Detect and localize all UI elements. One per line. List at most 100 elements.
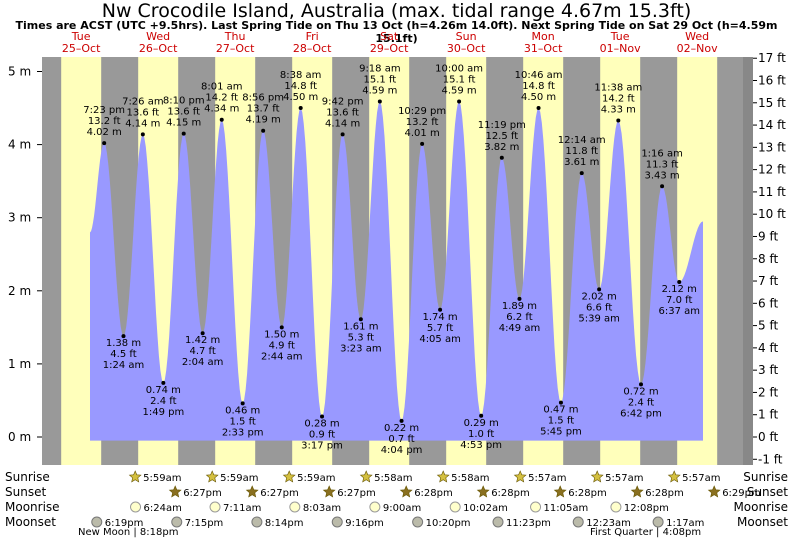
moonrise-time: 10:02am	[463, 503, 508, 514]
sunset-time: 6:28pm	[414, 488, 453, 499]
tide-point	[140, 132, 145, 137]
tide-point	[219, 117, 224, 122]
tide-point	[479, 413, 484, 418]
day-label-dow: Sat	[380, 30, 399, 43]
right-tick-label: 14 ft	[758, 118, 786, 132]
tide-label: 8:38 am	[280, 70, 322, 81]
right-tick-label: 4 ft	[758, 341, 778, 355]
tide-point	[499, 155, 504, 160]
sunrise-icon	[128, 470, 142, 483]
tide-label: 4.59 m	[362, 85, 397, 96]
day-label-date: 30–Oct	[447, 42, 486, 55]
sunset-icon	[553, 485, 567, 498]
tide-label: 3:23 am	[340, 343, 382, 354]
tide-point	[102, 141, 107, 146]
moonrise-icon	[289, 501, 301, 513]
tide-label: 11:19 pm	[478, 120, 526, 131]
tide-label: 0.7 ft	[388, 434, 414, 445]
tide-label: 9:42 pm	[322, 96, 364, 107]
tide-area	[90, 101, 703, 441]
tide-label: 4.7 ft	[189, 346, 215, 357]
tide-point	[660, 184, 665, 189]
tide-label: 4.01 m	[405, 128, 440, 139]
tide-label: 13.7 ft	[247, 104, 280, 115]
right-tick-label: 15 ft	[758, 96, 786, 110]
tide-label: 4.59 m	[441, 85, 476, 96]
tide-point	[261, 128, 266, 133]
tide-label: 10:29 pm	[398, 106, 446, 117]
chart-subtitle: Times are ACST (UTC +9.5hrs). Last Sprin…	[15, 19, 778, 45]
tide-point	[358, 317, 363, 322]
sunrise-icon	[667, 470, 681, 483]
moonrise-icon	[369, 501, 381, 513]
tide-label: 5:39 am	[578, 313, 620, 324]
day-label-dow: Fri	[306, 30, 319, 43]
tide-point	[579, 171, 584, 176]
tide-label: 10:46 am	[515, 70, 563, 81]
sunset-icon	[245, 485, 259, 498]
moonrise-time: 7:11am	[223, 503, 261, 514]
moonset-icon	[331, 516, 343, 528]
sunset-time: 6:29pm	[722, 488, 761, 499]
chart-title: Nw Crocodile Island, Australia (max. tid…	[101, 0, 692, 22]
moonrise-icon	[449, 501, 461, 513]
tide-label: 1:24 am	[103, 360, 145, 371]
tide-label: 0.47 m	[543, 405, 578, 416]
tide-point	[200, 331, 205, 336]
right-tick-label: 17 ft	[758, 51, 786, 65]
moon-phase-new: New Moon | 8:18pm	[78, 527, 178, 538]
tide-label: 9:18 am	[359, 63, 401, 74]
sunrise-icon	[513, 470, 527, 483]
tide-label: 4.9 ft	[269, 340, 295, 351]
day-label-date: 27–Oct	[216, 42, 255, 55]
day-label-dow: Tue	[71, 30, 91, 43]
moonset-icon	[251, 516, 263, 528]
moonrise-time: 11:05am	[544, 503, 589, 514]
tide-label: 4.34 m	[204, 104, 239, 115]
day-label-date: 28–Oct	[293, 42, 332, 55]
moonset-time: 10:20pm	[426, 518, 471, 529]
tide-label: 5.3 ft	[348, 332, 374, 343]
tide-point	[638, 382, 643, 387]
moonset-icon	[91, 516, 103, 528]
tide-label: 4.19 m	[246, 115, 281, 126]
tide-label: 7:23 pm	[83, 105, 125, 116]
right-edge-band	[743, 57, 753, 465]
tide-label: 4.33 m	[601, 104, 636, 115]
tide-label: 0.46 m	[225, 405, 260, 416]
tide-label: 4:53 pm	[460, 440, 502, 451]
tide-label: 0.9 ft	[309, 430, 335, 441]
sunrise-time: 5:58am	[451, 473, 489, 484]
sunset-time: 6:28pm	[568, 488, 607, 499]
sunrise-time: 5:57am	[682, 473, 720, 484]
tide-point	[279, 325, 284, 330]
tide-point	[298, 106, 303, 111]
tide-label: 8:10 pm	[163, 96, 205, 107]
tide-label: 4.15 m	[166, 118, 201, 129]
tide-label: 0.22 m	[384, 423, 419, 434]
moonrise-time: 12:08pm	[624, 503, 669, 514]
tide-label: 8:01 am	[201, 82, 243, 93]
tide-label: 14.8 ft	[284, 81, 317, 92]
right-tick-label: 5 ft	[758, 319, 778, 333]
tide-label: 6:37 am	[658, 306, 700, 317]
day-label-dow: Mon	[532, 30, 555, 43]
moonrise-icon	[610, 501, 622, 513]
sunrise-time: 5:59am	[143, 473, 181, 484]
tide-label: 1:49 pm	[142, 407, 184, 418]
moonrise-icon	[130, 501, 142, 513]
moonset-icon	[652, 516, 664, 528]
sunset-time: 6:27pm	[337, 488, 376, 499]
tide-point	[558, 400, 563, 405]
moonset-time: 1:17am	[666, 518, 704, 529]
astro-row-label-left: Sunset	[5, 485, 46, 499]
sunset-time: 6:27pm	[183, 488, 222, 499]
tide-point	[517, 296, 522, 301]
moonset-time: 9:16pm	[345, 518, 384, 529]
tide-point	[399, 418, 404, 423]
tide-label: 13.6 ft	[326, 107, 359, 118]
tide-label: 1.74 m	[422, 312, 457, 323]
sunrise-icon	[359, 470, 373, 483]
moonrise-time: 8:03am	[303, 503, 341, 514]
tide-point	[438, 307, 443, 312]
